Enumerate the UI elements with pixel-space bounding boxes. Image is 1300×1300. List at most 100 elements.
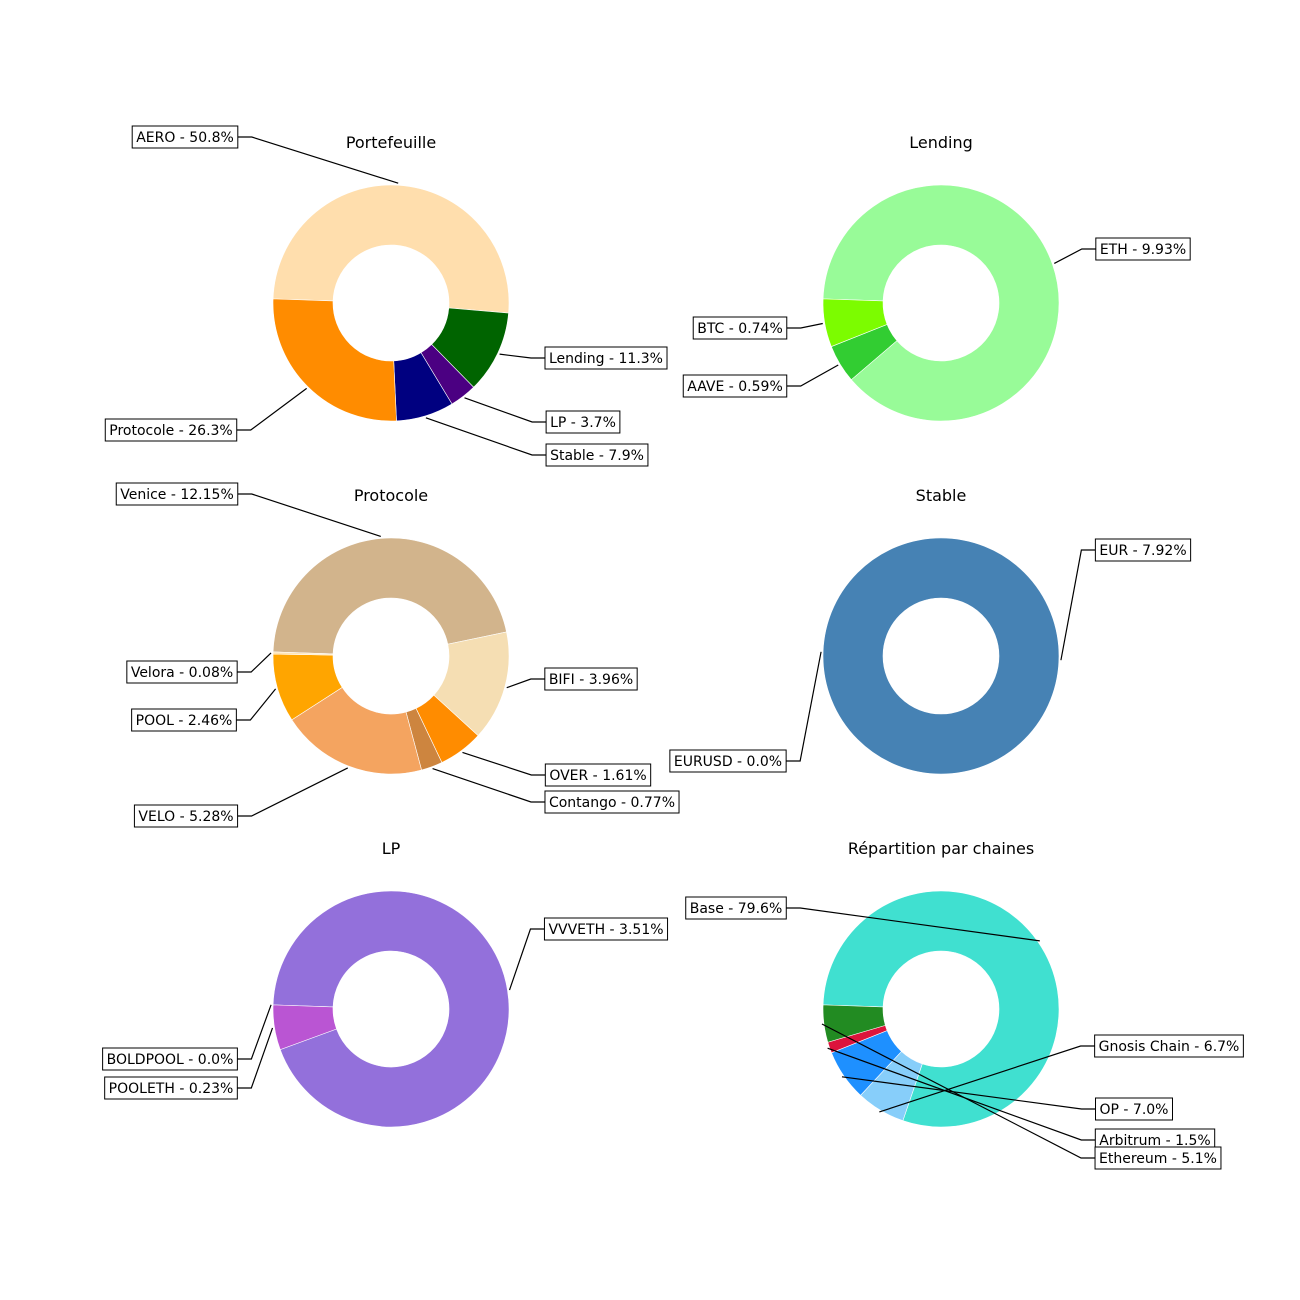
leader-line xyxy=(237,652,272,673)
label-box xyxy=(685,896,787,920)
leader-line xyxy=(786,364,839,387)
label-box xyxy=(1094,1146,1222,1170)
slice-label-btc: BTC - 0.74% xyxy=(692,316,788,340)
chart-title: Stable xyxy=(916,486,967,505)
donut-chart-6: Répartition par chaines Base - 79.6% Gnosi… xyxy=(685,839,1244,1170)
leader-line xyxy=(821,1023,1096,1159)
leader-line xyxy=(237,1004,272,1060)
label-box xyxy=(543,917,669,941)
label-text: Venice - 12.15% xyxy=(120,487,234,503)
label-text: VELO - 5.28% xyxy=(138,809,233,825)
slice-base xyxy=(822,890,1060,1128)
label-text: EUR - 7.92% xyxy=(1099,543,1186,559)
donut-chart-3: Protocole Venice - 12.15% BIFI - 3.96% OVER… xyxy=(115,482,680,828)
label-box xyxy=(682,374,788,398)
label-box xyxy=(544,790,680,814)
slice-label-pooleth: POOLETH - 0.23% xyxy=(104,1076,238,1100)
label-text: POOLETH - 0.23% xyxy=(109,1081,234,1097)
slice-label-lp: LP - 3.7% xyxy=(545,410,621,434)
slice-label-lending: Lending - 11.3% xyxy=(544,346,668,370)
label-box xyxy=(669,749,787,773)
label-text: POOL - 2.46% xyxy=(136,713,233,729)
slice-pooleth xyxy=(272,1004,337,1051)
leader-line xyxy=(786,907,1040,942)
label-text: Protocole - 26.3% xyxy=(109,423,232,439)
label-text: BIFI - 3.96% xyxy=(549,672,633,688)
leader-line xyxy=(499,353,545,359)
slice-label-velora: Velora - 0.08% xyxy=(126,660,238,684)
slice-label-ethereum: Ethereum - 5.1% xyxy=(1094,1146,1222,1170)
label-text: ETH - 9.93% xyxy=(1100,242,1186,258)
label-text: Contango - 0.77% xyxy=(549,795,675,811)
label-box xyxy=(115,482,239,506)
slice-label-stable: Stable - 7.9% xyxy=(545,443,649,467)
leader-line xyxy=(237,493,381,538)
label-box xyxy=(544,346,668,370)
leader-line xyxy=(879,1045,1095,1113)
label-text: VVVETH - 3.51% xyxy=(548,922,663,938)
label-text: Gnosis Chain - 6.7% xyxy=(1099,1039,1240,1055)
chart-title: LP xyxy=(382,839,401,858)
label-text: Base - 79.6% xyxy=(690,901,783,917)
slice-label-aero: AERO - 50.8% xyxy=(131,125,239,149)
leader-line xyxy=(1054,248,1096,264)
slice-protocole xyxy=(272,298,397,422)
leader-line xyxy=(237,1027,274,1089)
chart-title: Lending xyxy=(909,133,973,152)
slice-eur xyxy=(822,537,1060,775)
label-box xyxy=(133,804,239,828)
slice-velo xyxy=(291,686,422,775)
slice-label-base: Base - 79.6% xyxy=(685,896,787,920)
label-text: Arbitrum - 1.5% xyxy=(1099,1133,1210,1149)
leader-line xyxy=(464,397,547,423)
label-box xyxy=(545,443,649,467)
label-text: Velora - 0.08% xyxy=(131,665,233,681)
slice-label-contango: Contango - 0.77% xyxy=(544,790,680,814)
slice-label-aave: AAVE - 0.59% xyxy=(682,374,788,398)
leader-line xyxy=(425,417,547,456)
slice-label-velo: VELO - 5.28% xyxy=(133,804,239,828)
label-text: AERO - 50.8% xyxy=(136,130,234,146)
label-text: BOLDPOOL - 0.0% xyxy=(107,1052,234,1068)
leader-line xyxy=(236,688,277,721)
leader-line xyxy=(237,136,399,184)
slice-label-venice: Venice - 12.15% xyxy=(115,482,239,506)
label-text: LP - 3.7% xyxy=(550,415,616,431)
label-box xyxy=(544,763,652,787)
label-text: AAVE - 0.59% xyxy=(687,379,783,395)
label-text: Ethereum - 5.1% xyxy=(1099,1151,1217,1167)
donut-chart-2: Lending ETH - 9.93% AAVE - 0.59% BTC - 0.74… xyxy=(682,133,1191,422)
slice-btc xyxy=(822,298,888,347)
slice-label-bifi: BIFI - 3.96% xyxy=(544,667,638,691)
slice-label-eurusd: EURUSD - 0.0% xyxy=(669,749,787,773)
slice-label-arbitrum: Arbitrum - 1.5% xyxy=(1094,1128,1216,1152)
slice-label-eth: ETH - 9.93% xyxy=(1095,237,1191,261)
slice-eth xyxy=(822,184,1060,422)
label-box xyxy=(131,708,237,732)
label-text: BTC - 0.74% xyxy=(697,321,783,337)
label-text: Lending - 11.3% xyxy=(549,351,663,367)
slice-aero xyxy=(272,184,510,314)
slice-label-over: OVER - 1.61% xyxy=(544,763,652,787)
label-box xyxy=(131,125,239,149)
slice-label-boldpool: BOLDPOOL - 0.0% xyxy=(102,1047,238,1071)
slice-label-pool: POOL - 2.46% xyxy=(131,708,237,732)
leader-line xyxy=(506,678,545,689)
leader-line xyxy=(432,768,545,803)
leader-line xyxy=(841,1076,1096,1110)
chart-title: Répartition par chaines xyxy=(848,839,1034,858)
slice-vvveth xyxy=(272,890,510,1128)
slice-label-op: OP - 7.0% xyxy=(1095,1097,1173,1121)
donut-chart-1: Portefeuille AERO - 50.8% Lending - 11.3% L… xyxy=(104,125,668,467)
slice-venice xyxy=(272,537,507,655)
chart-title: Protocole xyxy=(354,486,428,505)
label-text: Stable - 7.9% xyxy=(550,448,644,464)
label-box xyxy=(1095,1097,1173,1121)
label-box xyxy=(104,418,238,442)
label-box xyxy=(1095,237,1191,261)
leader-line xyxy=(462,751,546,776)
label-box xyxy=(102,1047,238,1071)
leader-line xyxy=(786,651,822,762)
slice-label-vvveth: VVVETH - 3.51% xyxy=(543,917,669,941)
label-box xyxy=(692,316,788,340)
